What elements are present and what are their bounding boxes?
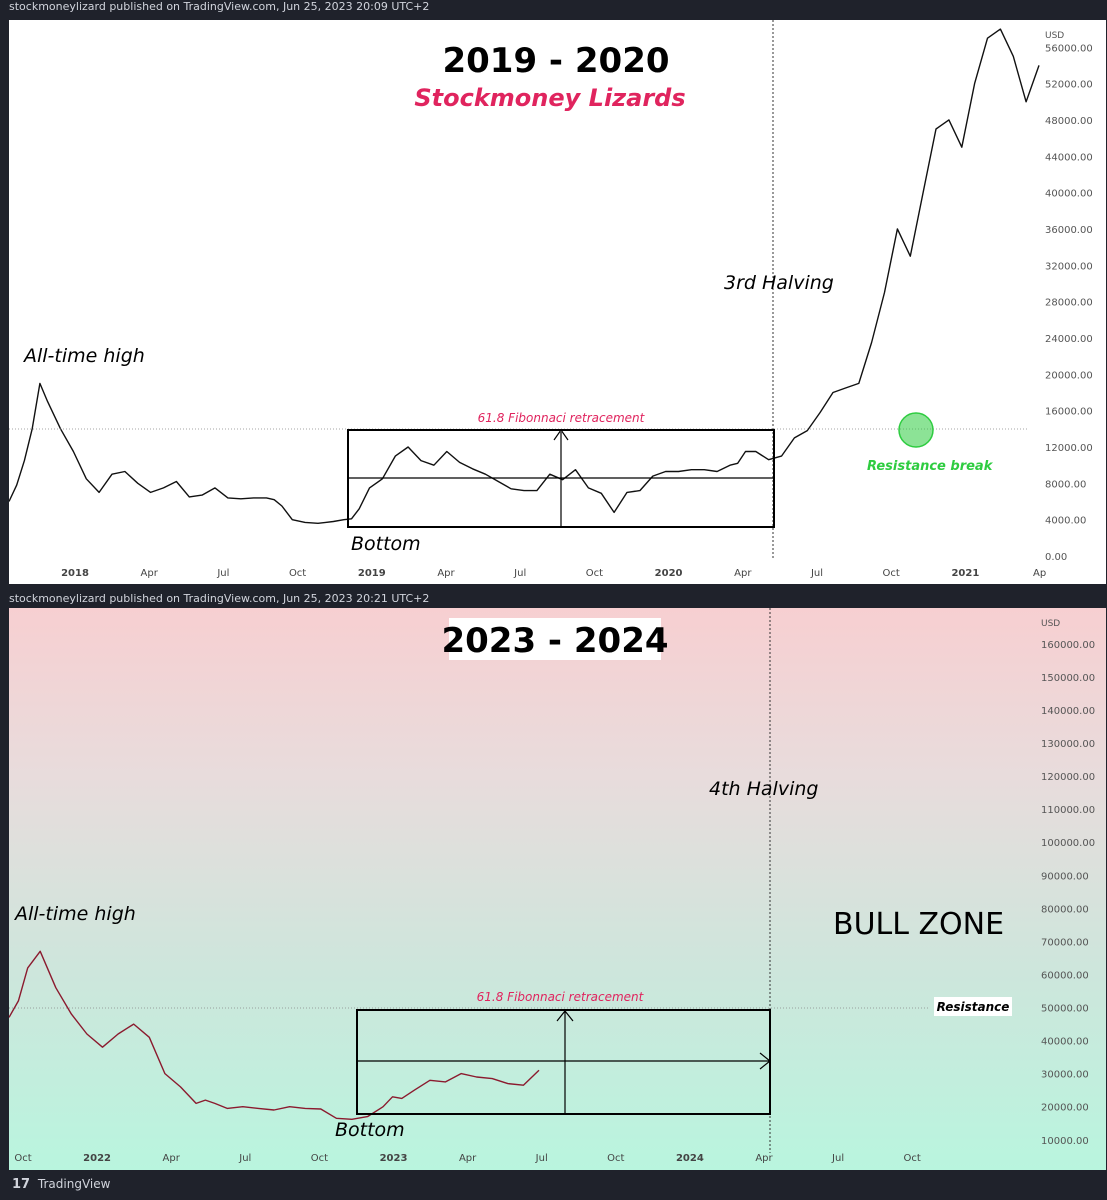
y-tick-label: 140000.00: [1041, 706, 1095, 717]
footer-brand: TradingView: [37, 1177, 111, 1191]
y-tick-label: 100000.00: [1041, 838, 1095, 849]
currency-label: USD: [1041, 619, 1060, 629]
x-tick-label: Apr: [163, 1153, 181, 1164]
x-tick-label: Jul: [535, 1153, 548, 1164]
y-tick-label: 20000.00: [1045, 370, 1093, 381]
x-tick-label: Oct: [883, 568, 900, 579]
resistance-label-background: [934, 997, 1012, 1016]
x-tick-label: Jul: [810, 568, 823, 579]
chart-title: 2023 - 2024: [441, 621, 668, 661]
up-arrow-head: [553, 428, 569, 441]
title-background: [449, 618, 661, 660]
bottom-label: Bottom: [335, 1119, 405, 1141]
y-tick-label: 20000.00: [1041, 1103, 1089, 1114]
y-tick-label: 56000.00: [1045, 43, 1093, 54]
publisher-line-bottom: stockmoneylizard published on TradingVie…: [9, 592, 430, 605]
fib-label: 61.8 Fibonnaci retracement: [477, 990, 645, 1004]
x-tick-label: Jul: [513, 568, 526, 579]
y-tick-label: 12000.00: [1045, 443, 1093, 454]
x-tick-label: Apr: [755, 1153, 773, 1164]
ath-label: All-time high: [13, 903, 136, 925]
x-tick-label: 2022: [83, 1153, 111, 1164]
x-tick-label: Apr: [734, 568, 752, 579]
x-tick-label: Oct: [14, 1153, 31, 1164]
x-tick-label: Jul: [238, 1153, 251, 1164]
x-tick-label: 2024: [676, 1153, 704, 1164]
x-tick-label: Oct: [607, 1153, 624, 1164]
y-tick-label: 130000.00: [1041, 739, 1095, 750]
fib-label: 61.8 Fibonnaci retracement: [478, 411, 646, 425]
resistance-break-circle: [898, 412, 934, 448]
bottom-label: Bottom: [351, 533, 421, 555]
y-tick-label: 44000.00: [1045, 152, 1093, 163]
halving-label: 3rd Halving: [724, 272, 834, 294]
x-tick-label: Apr: [459, 1153, 477, 1164]
x-tick-label: Oct: [311, 1153, 328, 1164]
chart-subtitle: Stockmoney Lizards: [414, 84, 685, 112]
y-tick-label: 28000.00: [1045, 298, 1093, 309]
y-tick-label: 50000.00: [1041, 1004, 1089, 1015]
up-arrow-head: [556, 1010, 574, 1022]
chart-bottom-svg[interactable]: 10000.00 20000.00 30000.00 40000.00 50000.00…: [9, 608, 1106, 1170]
y-tick-label: 32000.00: [1045, 261, 1093, 272]
y-tick-label: 30000.00: [1041, 1070, 1089, 1081]
y-tick-label: 10000.00: [1041, 1136, 1089, 1147]
chart-panel-top[interactable]: 0.00 4000.00 8000.00 12000.00 16000.00 20000.…: [9, 20, 1106, 584]
ath-label: All-time high: [22, 345, 145, 367]
y-tick-label: 8000.00: [1045, 479, 1086, 490]
chart-panel-bottom[interactable]: 10000.00 20000.00 30000.00 40000.00 50000.00…: [9, 608, 1106, 1170]
y-tick-label: 4000.00: [1045, 516, 1086, 527]
bull-zone-label: BULL ZONE: [833, 907, 1004, 942]
x-tick-label: 2018: [61, 568, 89, 579]
x-tick-label: Oct: [586, 568, 603, 579]
right-arrow-head: [759, 1052, 771, 1070]
y-tick-label: 150000.00: [1041, 673, 1095, 684]
x-tick-label: Apr: [141, 568, 159, 579]
y-tick-label: 52000.00: [1045, 80, 1093, 91]
x-tick-label: 2020: [655, 568, 683, 579]
x-tick-label: 2021: [951, 568, 979, 579]
x-tick-label: Ap: [1033, 568, 1046, 579]
x-tick-label: Oct: [904, 1153, 921, 1164]
x-tick-label: Oct: [289, 568, 306, 579]
x-tick-label: 2023: [380, 1153, 408, 1164]
publisher-line-top: stockmoneylizard published on TradingVie…: [9, 0, 430, 13]
x-tick-label: Jul: [831, 1153, 844, 1164]
y-tick-label: 24000.00: [1045, 334, 1093, 345]
price-line: [9, 950, 540, 1120]
y-tick-label: 110000.00: [1041, 805, 1095, 816]
currency-label: USD: [1045, 31, 1064, 41]
halving-label: 4th Halving: [709, 778, 818, 800]
y-tick-label: 16000.00: [1045, 407, 1093, 418]
fib-box: [356, 1009, 771, 1115]
y-tick-label: 40000.00: [1045, 189, 1093, 200]
y-tick-label: 160000.00: [1041, 640, 1095, 651]
x-tick-label: Apr: [437, 568, 455, 579]
y-tick-label: 70000.00: [1041, 937, 1089, 948]
tradingview-logo-icon: 17: [12, 1177, 31, 1192]
chart-title: 2019 - 2020: [442, 41, 669, 81]
y-tick-label: 48000.00: [1045, 116, 1093, 127]
resistance-label: Resistance: [937, 1000, 1010, 1014]
footer: 17 TradingView: [12, 1177, 110, 1192]
y-tick-label: 0.00: [1045, 552, 1067, 563]
chart-top-svg[interactable]: 0.00 4000.00 8000.00 12000.00 16000.00 20000.…: [9, 20, 1106, 584]
x-tick-label: Jul: [216, 568, 229, 579]
price-line: [9, 28, 1040, 524]
y-tick-label: 80000.00: [1041, 904, 1089, 915]
y-tick-label: 36000.00: [1045, 225, 1093, 236]
x-tick-label: 2019: [358, 568, 386, 579]
y-tick-label: 60000.00: [1041, 970, 1089, 981]
resistance-break-label: Resistance break: [867, 459, 994, 474]
y-tick-label: 40000.00: [1041, 1037, 1089, 1048]
y-tick-label: 120000.00: [1041, 772, 1095, 783]
y-tick-label: 90000.00: [1041, 871, 1089, 882]
